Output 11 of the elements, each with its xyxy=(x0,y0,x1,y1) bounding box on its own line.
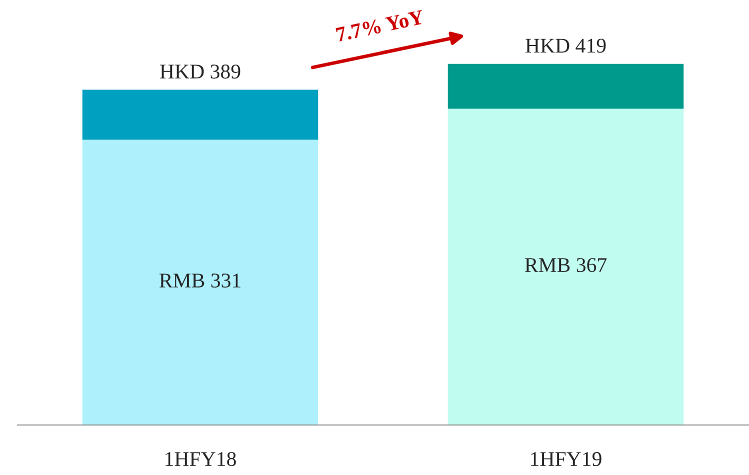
text: 7.7% YoY xyxy=(336,10,425,42)
x-tick-label: 1HFY18 xyxy=(166,452,236,466)
bar xyxy=(82,140,318,425)
bar xyxy=(448,64,684,109)
bar xyxy=(448,108,684,425)
total-label: HKD 389 xyxy=(160,64,240,79)
x-tick-label: 1HFY19 xyxy=(531,452,602,466)
data-label: RMB 367 xyxy=(524,258,607,272)
bar xyxy=(82,90,318,140)
data-label: RMB 331 xyxy=(159,274,240,288)
total-label: HKD 419 xyxy=(526,38,606,53)
